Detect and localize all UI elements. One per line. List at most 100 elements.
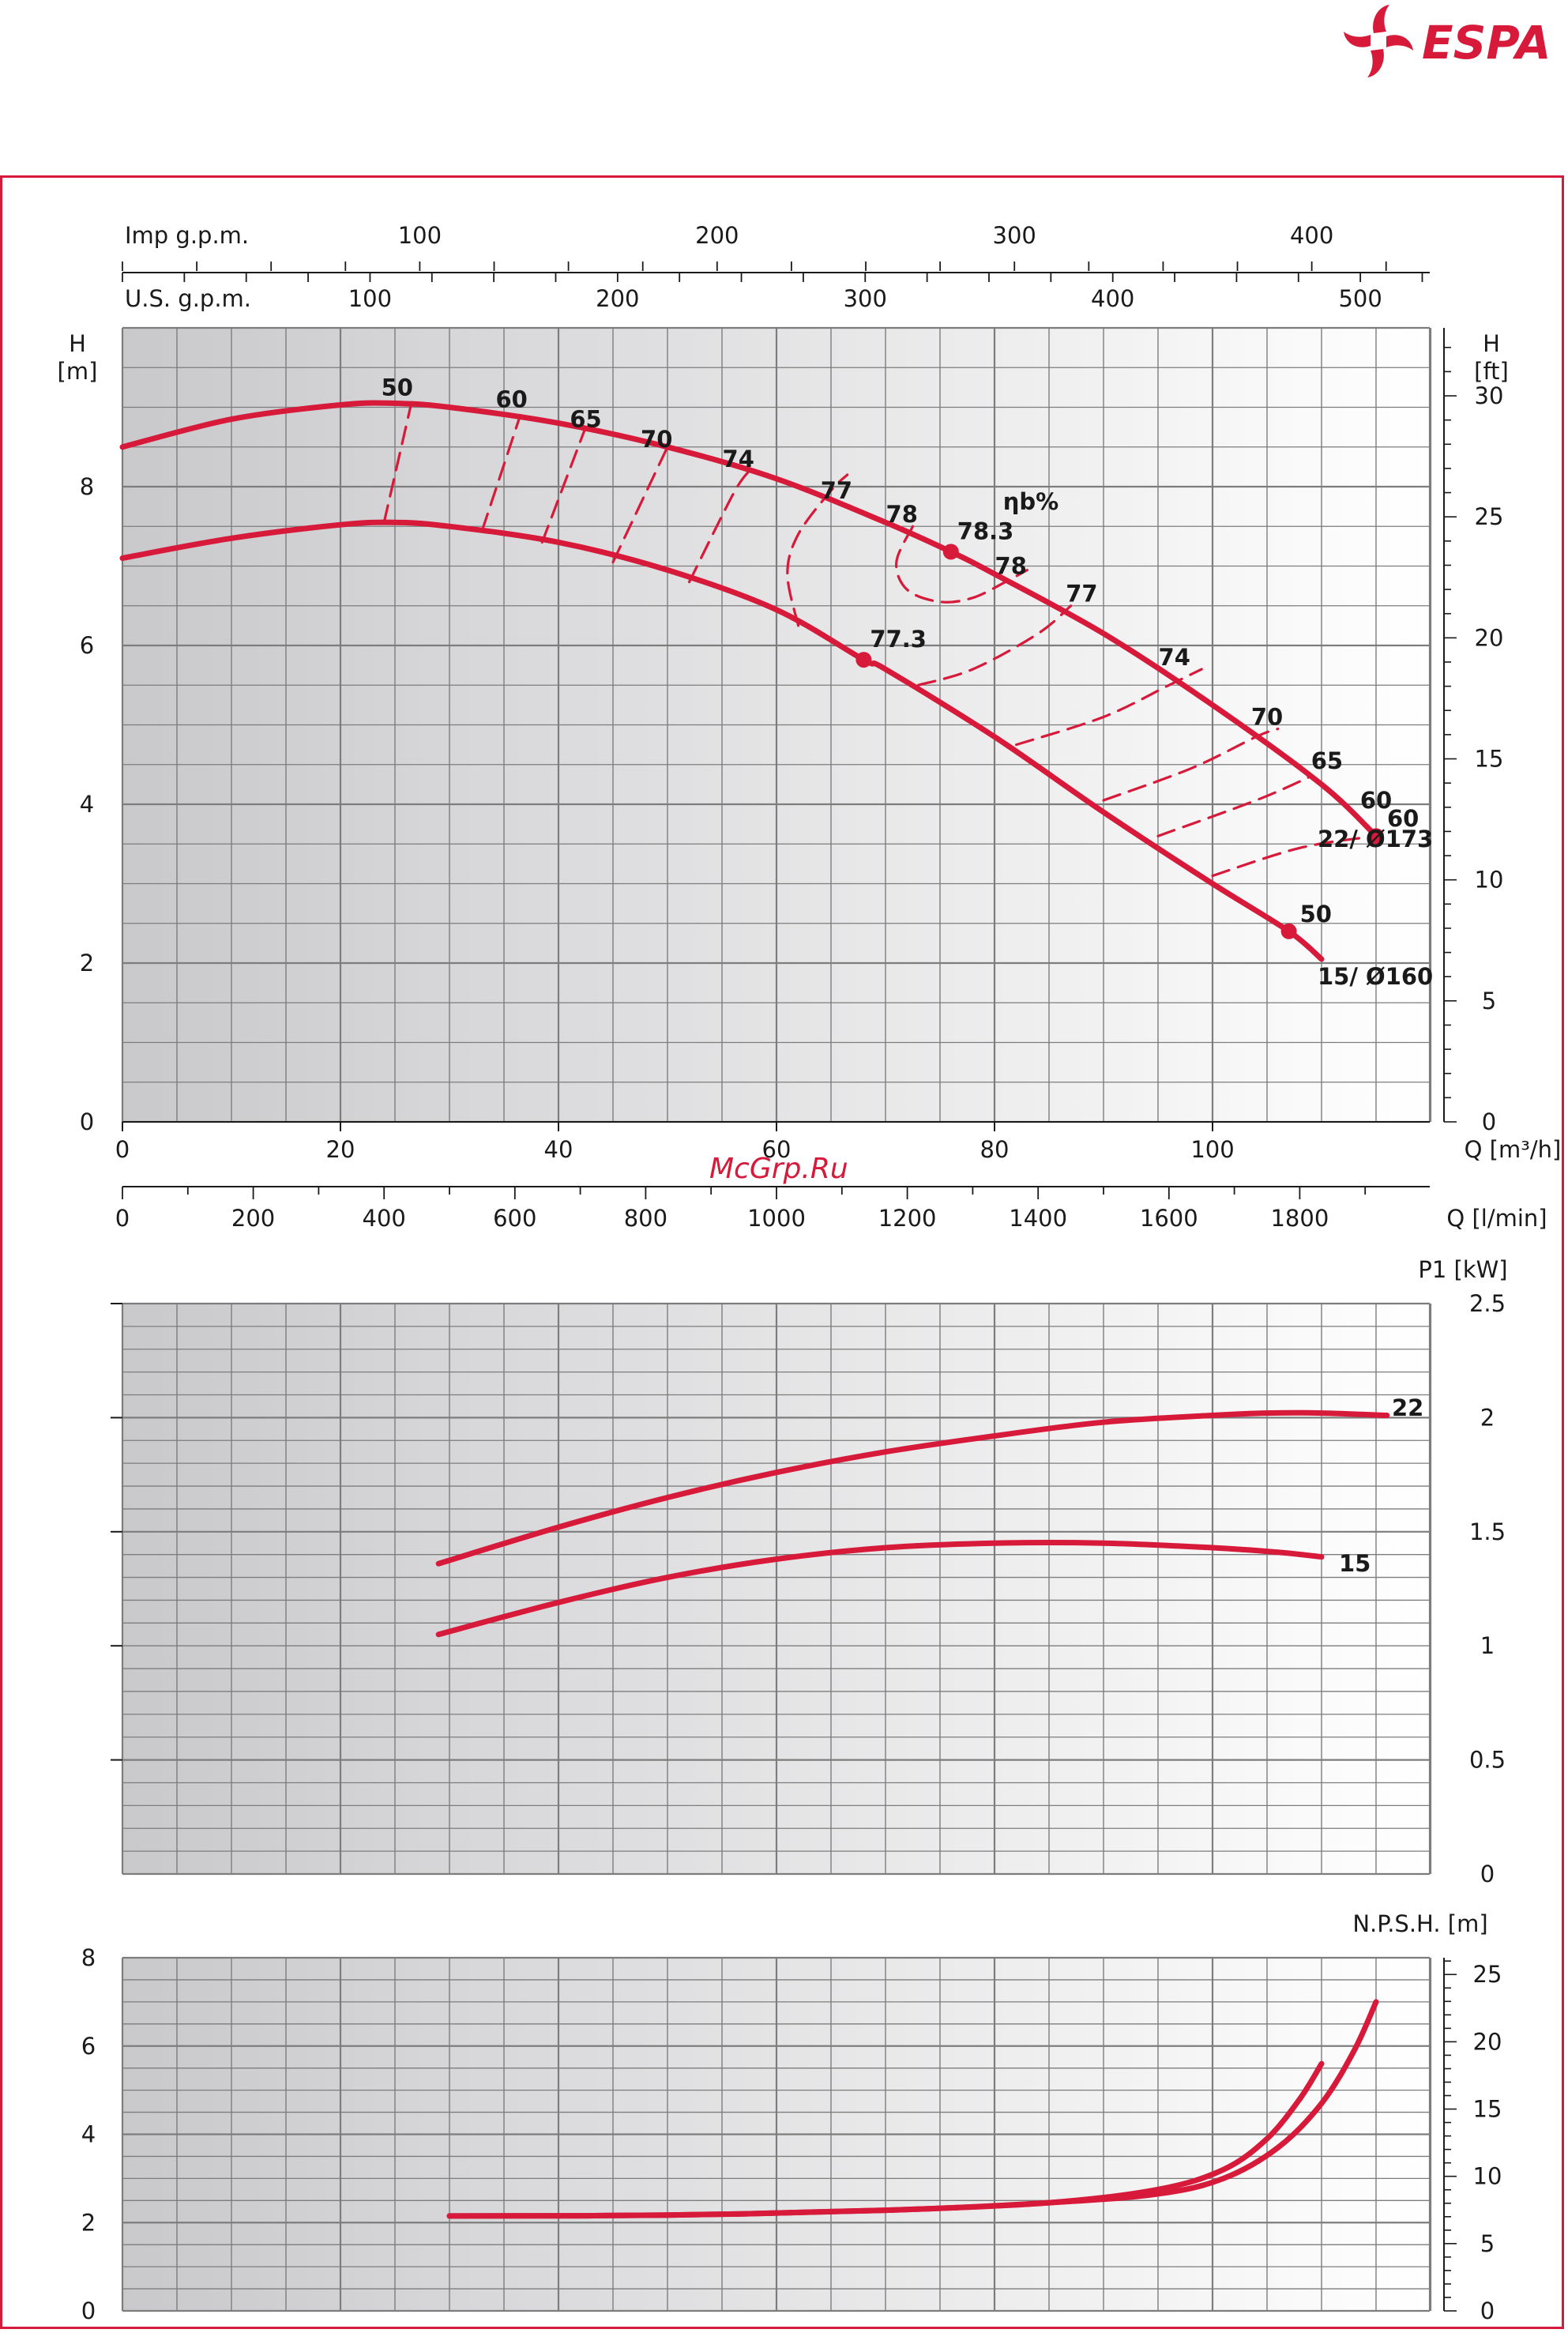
x-tick-label-lmin: 0 [115, 1205, 130, 1232]
npsh-y-tick-label-ft: 10 [1473, 2163, 1502, 2190]
iso-efficiency-label: 50 [382, 374, 413, 401]
x-tick-label-lmin: 400 [363, 1205, 406, 1232]
x-axis-title-m3h: Q [m³/h] [1465, 1136, 1562, 1163]
usgpm-axis-title: U.S. g.p.m. [125, 285, 251, 312]
x-tick-label-m3h: 100 [1190, 1136, 1234, 1163]
iso-efficiency-label: 77 [1066, 581, 1097, 608]
iso-efficiency-label: 77 [821, 477, 852, 504]
x-axis-title-lmin: Q [l/min] [1446, 1205, 1547, 1232]
npsh-y-tick-label-ft: 25 [1473, 1961, 1502, 1988]
x-tick-label-m3h: 0 [115, 1136, 130, 1163]
iso-efficiency-label: 70 [1251, 704, 1283, 731]
iso-efficiency-label: 74 [1159, 644, 1190, 671]
iso-efficiency-77 [786, 473, 849, 627]
iso-efficiency-74 [1015, 668, 1203, 747]
brand-name: ESPA [1422, 16, 1551, 70]
npsh-curve-15 [446, 2060, 1325, 2219]
y-tick-label-ft: 25 [1475, 503, 1504, 530]
power-y-tick-label: 2 [1480, 1404, 1495, 1431]
efficiency-title: ηb% [1003, 488, 1058, 515]
usgpm-tick-label: 400 [1091, 285, 1134, 312]
iso-efficiency-label: 74 [723, 446, 754, 472]
x-tick-label-m3h: 40 [544, 1136, 573, 1163]
y-axis-title-h: H [69, 330, 86, 357]
impgpm-tick-label: 300 [993, 222, 1036, 249]
usgpm-tick-label: 500 [1338, 285, 1382, 312]
y-tick-label-m: 2 [80, 950, 94, 976]
npsh-y-tick-label-ft: 5 [1480, 2230, 1495, 2257]
y-tick-label-ft: 15 [1475, 746, 1504, 773]
end-label: 60 [1387, 805, 1419, 832]
iso-efficiency-50 [382, 401, 413, 524]
y-tick-label-ft: 20 [1475, 624, 1504, 651]
bep-point [942, 544, 959, 560]
x-tick-label-lmin: 1200 [878, 1205, 937, 1232]
x-tick-label-lmin: 1800 [1270, 1205, 1329, 1232]
end-point [1368, 828, 1384, 845]
end-point [1280, 923, 1297, 939]
y-tick-label-ft: 0 [1482, 1108, 1496, 1135]
impeller-icon [1344, 5, 1413, 77]
power-y-tick-label: 0 [1480, 1861, 1495, 1887]
iso-efficiency-77 [916, 604, 1073, 687]
npsh-y-axis-title: N.P.S.H. [m] [1352, 1910, 1487, 1937]
x-tick-label-lmin: 800 [624, 1205, 667, 1232]
usgpm-tick-label: 100 [348, 285, 392, 312]
x-tick-label-m3h: 60 [762, 1136, 792, 1163]
y-tick-label-m: 6 [80, 632, 94, 659]
series-label-22-173: 22/ Ø173 [1318, 826, 1433, 852]
npsh-y-tick-label-m: 6 [81, 2033, 96, 2060]
impgpm-tick-label: 400 [1290, 222, 1333, 249]
y-tick-label-m: 4 [80, 791, 94, 818]
usgpm-tick-label: 300 [844, 285, 887, 312]
power-curve-15 [435, 1540, 1325, 1638]
iso-efficiency-label: 65 [1311, 747, 1343, 774]
iso-efficiency-60 [1211, 834, 1378, 878]
usgpm-tick-label: 200 [596, 285, 639, 312]
y-tick-label-m: 8 [80, 473, 94, 500]
iso-efficiency-65 [1156, 775, 1312, 837]
end-label: 50 [1300, 901, 1332, 928]
iso-efficiency-label: 60 [1360, 787, 1392, 814]
iso-efficiency-65 [540, 426, 588, 544]
iso-efficiency-74 [688, 469, 751, 584]
head-curve-22 [119, 400, 1379, 839]
npsh-y-tick-label-ft: 0 [1480, 2297, 1495, 2324]
power-y-tick-label: 2.5 [1469, 1290, 1506, 1317]
chart-frame [0, 175, 1564, 2329]
impgpm-axis-title: Imp g.p.m. [125, 222, 249, 249]
y-axis-title-ft: [ft] [1474, 358, 1509, 385]
y-axis-title-h-right: H [1483, 330, 1500, 357]
series-label-15-160: 15/ Ø160 [1318, 963, 1433, 990]
power-y-tick-label: 1 [1480, 1632, 1495, 1659]
x-tick-label-lmin: 200 [231, 1205, 275, 1232]
watermark: McGrp.Ru [709, 1153, 848, 1185]
x-tick-label-lmin: 600 [493, 1205, 536, 1232]
npsh-y-tick-label-ft: 20 [1473, 2028, 1502, 2055]
brand-logo: ESPA [1344, 5, 1551, 77]
y-tick-label-ft: 30 [1475, 382, 1504, 409]
npsh-y-tick-label-m: 2 [81, 2209, 96, 2236]
npsh-y-tick-label-ft: 15 [1473, 2096, 1502, 2123]
power-curve-22 [435, 1409, 1390, 1567]
iso-efficiency-label: 78 [995, 553, 1027, 580]
bep-label: 77.3 [870, 626, 927, 653]
npsh-y-tick-label-m: 4 [81, 2121, 96, 2148]
power-label-15: 15 [1339, 1550, 1371, 1577]
bep-point [855, 652, 872, 668]
npsh-y-tick-label-m: 0 [81, 2297, 96, 2324]
iso-efficiency-label: 60 [495, 386, 527, 413]
power-label-22: 22 [1392, 1394, 1423, 1421]
power-y-tick-label: 0.5 [1469, 1747, 1506, 1774]
iso-efficiency-label: 70 [641, 426, 672, 453]
power-y-tick-label: 1.5 [1469, 1518, 1506, 1545]
x-tick-label-lmin: 1400 [1009, 1205, 1067, 1232]
iso-efficiency-label: 78 [886, 501, 918, 528]
x-tick-label-lmin: 1000 [747, 1205, 806, 1232]
impgpm-tick-label: 200 [695, 222, 739, 249]
y-tick-label-ft: 10 [1475, 867, 1504, 894]
y-tick-label-m: 0 [80, 1108, 94, 1135]
head-curve-15 [119, 519, 1325, 962]
bep-label: 78.3 [957, 517, 1014, 544]
